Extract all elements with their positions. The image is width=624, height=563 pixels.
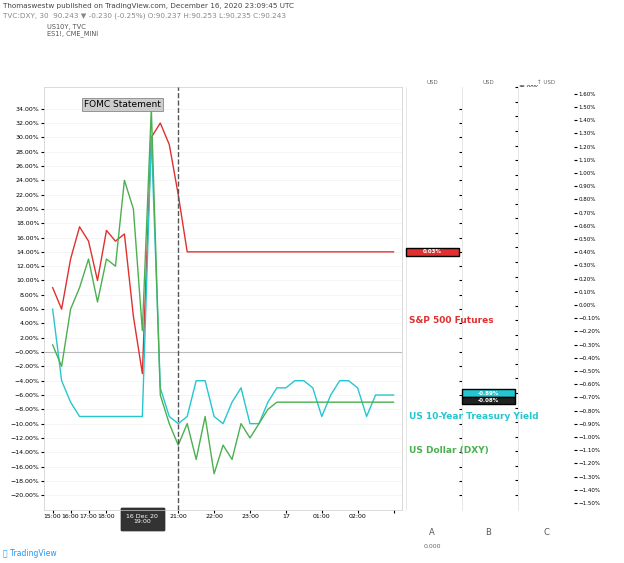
Text: USD: USD: [426, 80, 438, 85]
Text: 0.03%: 0.03%: [422, 249, 442, 254]
Text: TVC:DXY, 30  90.243 ▼ -0.230 (-0.25%) O:90.237 H:90.253 L:90.235 C:90.243: TVC:DXY, 30 90.243 ▼ -0.230 (-0.25%) O:9…: [3, 12, 286, 19]
Text: C: C: [543, 528, 549, 537]
Text: 📈 TradingView: 📈 TradingView: [3, 549, 57, 558]
Text: FOMC Statement: FOMC Statement: [84, 100, 161, 109]
Text: -0.08%: -0.08%: [477, 398, 499, 403]
FancyBboxPatch shape: [406, 248, 459, 256]
Text: US10Y, TVC: US10Y, TVC: [47, 24, 85, 30]
Text: Thomaswestw published on TradingView.com, December 16, 2020 23:09:45 UTC: Thomaswestw published on TradingView.com…: [3, 3, 294, 9]
FancyBboxPatch shape: [462, 389, 515, 397]
Text: USD: USD: [482, 80, 494, 85]
FancyBboxPatch shape: [462, 396, 515, 404]
Text: US 10-Year Treasury Yield: US 10-Year Treasury Yield: [409, 412, 539, 421]
Text: S&P 500 Futures: S&P 500 Futures: [409, 316, 494, 325]
Text: -0.89%: -0.89%: [477, 391, 499, 396]
Text: ↑ USD: ↑ USD: [537, 80, 555, 85]
Text: ES1!, CME_MINI: ES1!, CME_MINI: [47, 30, 98, 37]
Text: A: A: [429, 528, 435, 537]
Text: US Dollar (DXY): US Dollar (DXY): [409, 446, 489, 455]
Text: B: B: [485, 528, 491, 537]
Text: 0.000: 0.000: [423, 544, 441, 548]
